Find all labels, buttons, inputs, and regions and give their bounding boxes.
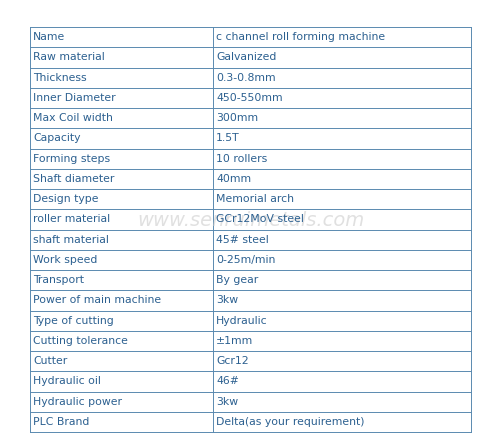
Text: shaft material: shaft material <box>33 235 109 245</box>
Text: 3kw: 3kw <box>216 396 238 407</box>
Text: Capacity: Capacity <box>33 133 81 143</box>
Text: Shaft diameter: Shaft diameter <box>33 174 114 184</box>
Text: Memorial arch: Memorial arch <box>216 194 294 204</box>
Text: Power of main machine: Power of main machine <box>33 295 161 305</box>
Text: 45# steel: 45# steel <box>216 235 269 245</box>
Text: 300mm: 300mm <box>216 113 258 123</box>
Text: 3kw: 3kw <box>216 295 238 305</box>
Text: Type of cutting: Type of cutting <box>33 316 114 325</box>
Text: Thickness: Thickness <box>33 73 87 82</box>
Text: PLC Brand: PLC Brand <box>33 417 89 427</box>
Text: Transport: Transport <box>33 275 84 285</box>
Text: Hydraulic oil: Hydraulic oil <box>33 376 101 386</box>
Text: Hydraulic power: Hydraulic power <box>33 396 122 407</box>
Text: roller material: roller material <box>33 214 110 224</box>
Text: 0-25m/min: 0-25m/min <box>216 255 276 265</box>
Text: Inner Diameter: Inner Diameter <box>33 93 116 103</box>
Text: 46#: 46# <box>216 376 239 386</box>
Text: Work speed: Work speed <box>33 255 97 265</box>
Text: Max Coil width: Max Coil width <box>33 113 113 123</box>
Text: GCr12MoV steel: GCr12MoV steel <box>216 214 304 224</box>
Text: 10 rollers: 10 rollers <box>216 153 267 164</box>
Text: 0.3-0.8mm: 0.3-0.8mm <box>216 73 276 82</box>
Text: Name: Name <box>33 32 65 42</box>
Text: Delta(as your requirement): Delta(as your requirement) <box>216 417 365 427</box>
Text: www.senruimetals.com: www.senruimetals.com <box>137 211 364 230</box>
Text: Design type: Design type <box>33 194 99 204</box>
Text: Galvanized: Galvanized <box>216 52 277 62</box>
Text: By gear: By gear <box>216 275 258 285</box>
Text: Hydraulic: Hydraulic <box>216 316 268 325</box>
Text: 1.5T: 1.5T <box>216 133 239 143</box>
Text: c channel roll forming machine: c channel roll forming machine <box>216 32 385 42</box>
Text: Cutting tolerance: Cutting tolerance <box>33 336 128 346</box>
Text: ±1mm: ±1mm <box>216 336 254 346</box>
Text: Forming steps: Forming steps <box>33 153 110 164</box>
Text: Raw material: Raw material <box>33 52 105 62</box>
Text: 450-550mm: 450-550mm <box>216 93 283 103</box>
Text: 40mm: 40mm <box>216 174 251 184</box>
Text: Gcr12: Gcr12 <box>216 356 248 366</box>
Text: Cutter: Cutter <box>33 356 67 366</box>
